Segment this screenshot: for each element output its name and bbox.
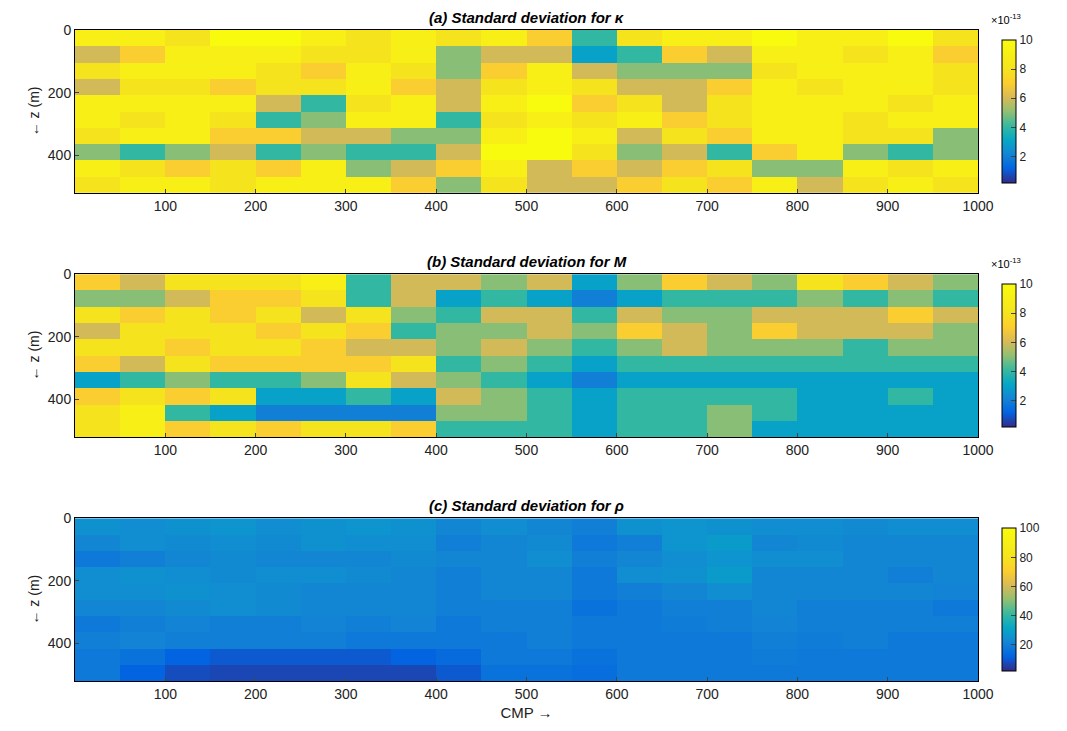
svg-text:500: 500 bbox=[515, 198, 539, 214]
svg-text:300: 300 bbox=[334, 442, 358, 458]
svg-text:900: 900 bbox=[876, 198, 900, 214]
svg-text:100: 100 bbox=[154, 686, 178, 702]
svg-text:400: 400 bbox=[425, 686, 449, 702]
svg-text:1000: 1000 bbox=[962, 442, 993, 458]
svg-text:20: 20 bbox=[1019, 638, 1033, 652]
svg-text:600: 600 bbox=[605, 442, 629, 458]
svg-text:800: 800 bbox=[786, 442, 810, 458]
svg-text:300: 300 bbox=[334, 686, 358, 702]
svg-text:100: 100 bbox=[1019, 521, 1039, 535]
svg-text:400: 400 bbox=[48, 391, 72, 407]
svg-text:300: 300 bbox=[334, 198, 358, 214]
svg-text:×10​-13​: ×10​-13​ bbox=[991, 12, 1021, 26]
svg-text:400: 400 bbox=[425, 198, 449, 214]
svg-text:400: 400 bbox=[48, 147, 72, 163]
svg-text:(c) Standard deviation for ρ: (c) Standard deviation for ρ bbox=[429, 497, 624, 514]
svg-text:200: 200 bbox=[244, 686, 268, 702]
svg-text:← z (m): ← z (m) bbox=[26, 331, 42, 381]
svg-text:700: 700 bbox=[695, 686, 719, 702]
svg-text:CMP →: CMP → bbox=[500, 704, 552, 721]
svg-text:700: 700 bbox=[695, 198, 719, 214]
svg-text:0: 0 bbox=[63, 266, 71, 282]
svg-text:200: 200 bbox=[244, 198, 268, 214]
svg-text:6: 6 bbox=[1019, 336, 1026, 350]
svg-text:900: 900 bbox=[876, 686, 900, 702]
svg-text:600: 600 bbox=[605, 686, 629, 702]
svg-text:8: 8 bbox=[1019, 62, 1026, 76]
svg-text:200: 200 bbox=[48, 329, 72, 345]
svg-text:200: 200 bbox=[244, 442, 268, 458]
svg-text:80: 80 bbox=[1019, 551, 1033, 565]
svg-text:600: 600 bbox=[605, 198, 629, 214]
svg-text:← z (m): ← z (m) bbox=[26, 575, 42, 625]
svg-text:900: 900 bbox=[876, 442, 900, 458]
svg-text:800: 800 bbox=[786, 198, 810, 214]
svg-text:6: 6 bbox=[1019, 91, 1026, 105]
svg-text:4: 4 bbox=[1019, 121, 1026, 135]
svg-text:×10​-13​: ×10​-13​ bbox=[991, 256, 1021, 270]
svg-text:100: 100 bbox=[154, 198, 178, 214]
svg-text:100: 100 bbox=[154, 442, 178, 458]
svg-text:200: 200 bbox=[48, 85, 72, 101]
svg-text:60: 60 bbox=[1019, 580, 1033, 594]
svg-text:1000: 1000 bbox=[962, 686, 993, 702]
svg-text:500: 500 bbox=[515, 442, 539, 458]
svg-text:40: 40 bbox=[1019, 609, 1033, 623]
svg-text:0: 0 bbox=[63, 22, 71, 38]
svg-text:200: 200 bbox=[48, 573, 72, 589]
svg-text:1000: 1000 bbox=[962, 198, 993, 214]
svg-text:(a) Standard deviation for κ: (a) Standard deviation for κ bbox=[429, 9, 625, 26]
svg-text:10: 10 bbox=[1019, 33, 1033, 47]
svg-text:(b) Standard deviation for M: (b) Standard deviation for M bbox=[427, 253, 627, 270]
svg-text:2: 2 bbox=[1019, 150, 1026, 164]
svg-text:2: 2 bbox=[1019, 394, 1026, 408]
svg-text:800: 800 bbox=[786, 686, 810, 702]
svg-text:8: 8 bbox=[1019, 306, 1026, 320]
svg-text:0: 0 bbox=[63, 510, 71, 526]
svg-text:700: 700 bbox=[695, 442, 719, 458]
svg-text:10: 10 bbox=[1019, 277, 1033, 291]
svg-text:400: 400 bbox=[425, 442, 449, 458]
svg-text:← z (m): ← z (m) bbox=[26, 86, 42, 136]
svg-text:500: 500 bbox=[515, 686, 539, 702]
svg-text:400: 400 bbox=[48, 635, 72, 651]
svg-text:4: 4 bbox=[1019, 365, 1026, 379]
